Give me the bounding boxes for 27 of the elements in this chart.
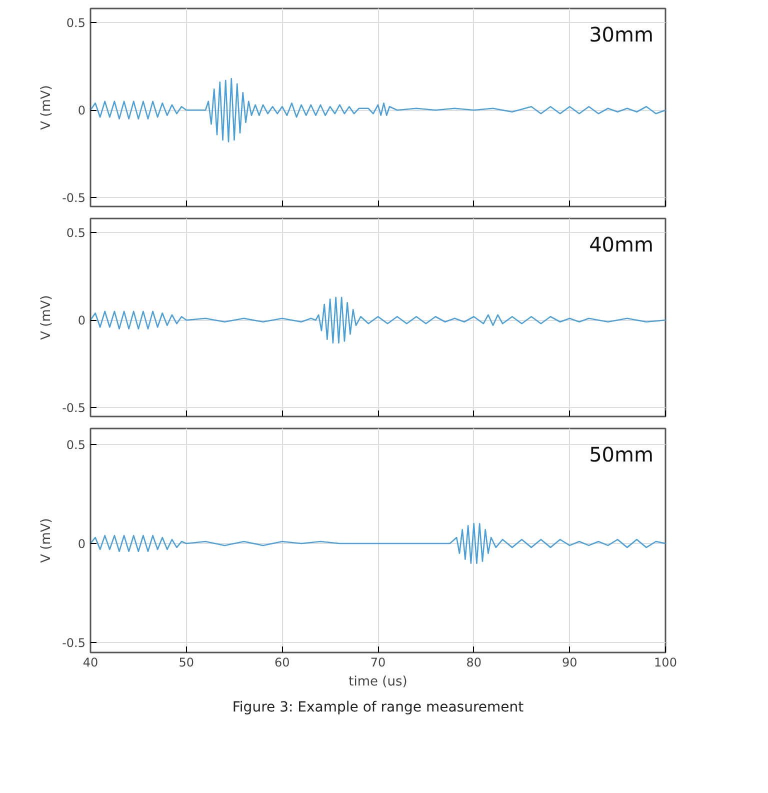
x-tick-label: 40 (82, 656, 98, 670)
y-axis-title: V (mV) (39, 295, 54, 340)
x-axis-title: time (us) (348, 674, 408, 690)
y-tick-label: -0.5 (62, 191, 86, 206)
y-tick-label: -0.5 (62, 636, 86, 650)
y-tick-label: 0 (78, 314, 86, 328)
y-tick-label: 0.5 (66, 16, 86, 30)
caption: Figure 3: Example of range measurement (232, 700, 524, 716)
line-series (90, 296, 666, 344)
x-tick-label: 70 (370, 656, 386, 670)
x-tick-label: 90 (562, 656, 578, 670)
annotation: 30mm (589, 22, 654, 46)
line-series (90, 523, 666, 564)
x-tick-label: 80 (466, 656, 482, 670)
y-tick-label: -0.5 (62, 401, 86, 416)
x-tick-label: 60 (274, 656, 290, 670)
y-axis-title: V (mV) (39, 518, 54, 563)
annotation: 50mm (589, 442, 654, 466)
annotation: 40mm (589, 232, 654, 256)
x-tick-label: 50 (178, 656, 194, 670)
y-tick-label: 0.5 (66, 438, 86, 452)
y-tick-label: 0.5 (66, 226, 86, 240)
y-tick-label: 0 (78, 536, 86, 551)
y-tick-label: 0 (78, 104, 86, 118)
line-series (90, 78, 666, 142)
x-tick-label: 100 (654, 656, 677, 670)
y-axis-title: V (mV) (39, 85, 54, 130)
